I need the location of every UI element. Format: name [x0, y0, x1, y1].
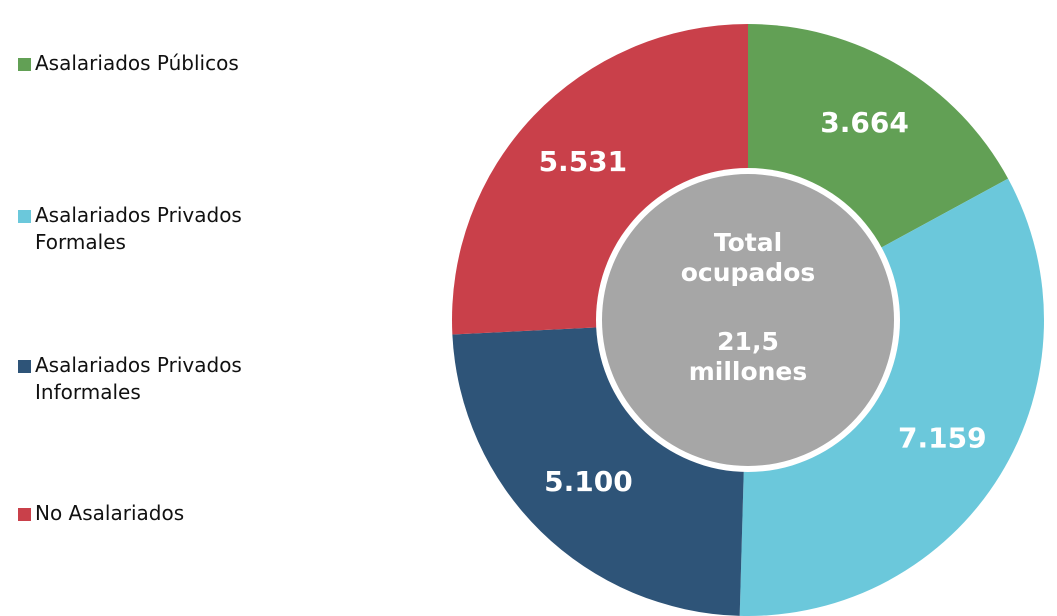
legend-label: Asalariados Públicos: [35, 51, 239, 75]
center-disc: [602, 174, 894, 466]
legend-item: Asalariados Privados Informales: [18, 352, 325, 406]
legend-swatch: [18, 210, 31, 223]
legend-item: No Asalariados: [18, 500, 325, 527]
value-label: 7.159: [898, 421, 987, 454]
legend-swatch: [18, 508, 31, 521]
legend-swatch: [18, 360, 31, 373]
legend-item: Asalariados Privados Formales: [18, 202, 325, 256]
value-label: 5.100: [544, 465, 633, 498]
value-label: 5.531: [539, 145, 628, 178]
center-value: 21,5 millones: [688, 327, 808, 386]
legend-label: No Asalariados: [35, 501, 185, 525]
value-label: 3.664: [820, 106, 909, 139]
legend-label: Asalariados Privados Formales: [35, 203, 242, 254]
center-title: Total ocupados: [680, 228, 816, 287]
legend-item: Asalariados Públicos: [18, 50, 325, 77]
legend-swatch: [18, 58, 31, 71]
legend-label: Asalariados Privados Informales: [35, 353, 242, 404]
